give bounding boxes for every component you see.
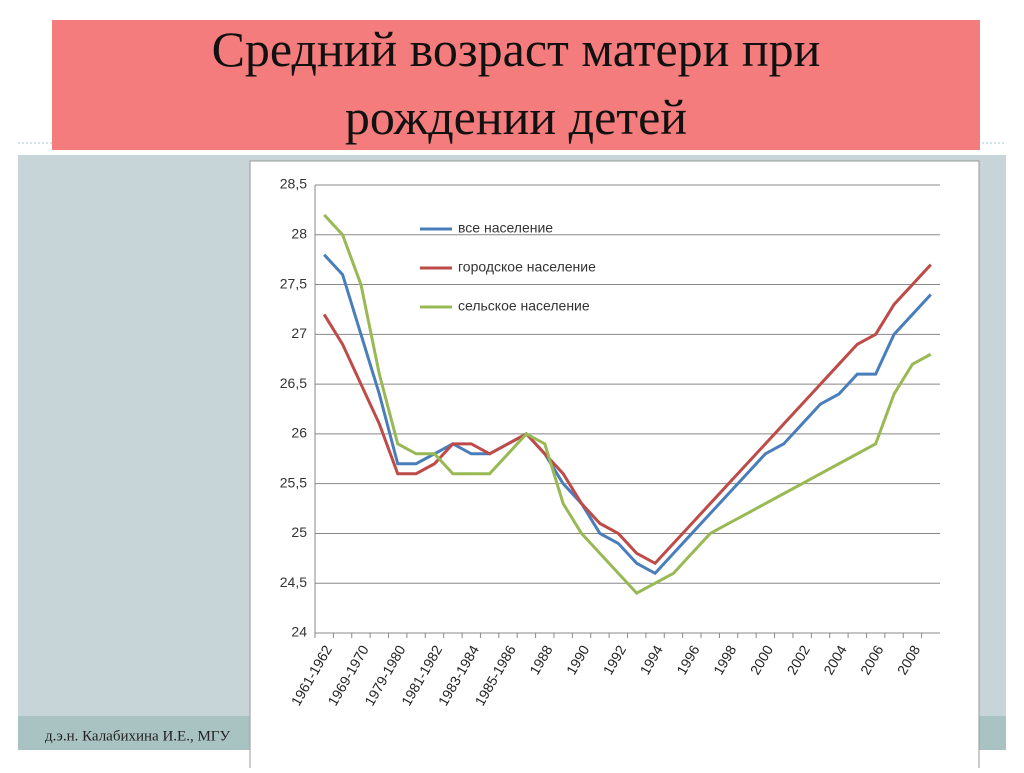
footer-text: д.э.н. Калабихина И.Е., МГУ bbox=[45, 728, 230, 744]
legend-label: городское население bbox=[458, 259, 596, 275]
legend-label: все население bbox=[458, 220, 553, 236]
y-tick-label: 28 bbox=[291, 225, 307, 241]
series-line bbox=[323, 253, 932, 576]
y-tick-label: 27 bbox=[291, 325, 307, 341]
chart-box bbox=[249, 160, 980, 773]
y-tick-label: 28,5 bbox=[280, 176, 307, 192]
y-tick-label: 24,5 bbox=[280, 574, 307, 590]
legend-label: сельское население bbox=[458, 298, 590, 314]
y-tick-label: 25 bbox=[291, 524, 307, 540]
series-line bbox=[323, 213, 932, 596]
y-tick-label: 26,5 bbox=[280, 375, 307, 391]
title-box bbox=[52, 20, 980, 150]
y-tick-label: 27,5 bbox=[280, 275, 307, 291]
y-tick-label: 26 bbox=[291, 425, 307, 441]
slide-title: Средний возраст матери при рождении детей bbox=[212, 21, 821, 145]
y-tick-label: 25,5 bbox=[280, 474, 307, 490]
series-line bbox=[322, 263, 932, 566]
y-tick-label: 24 bbox=[291, 624, 307, 640]
